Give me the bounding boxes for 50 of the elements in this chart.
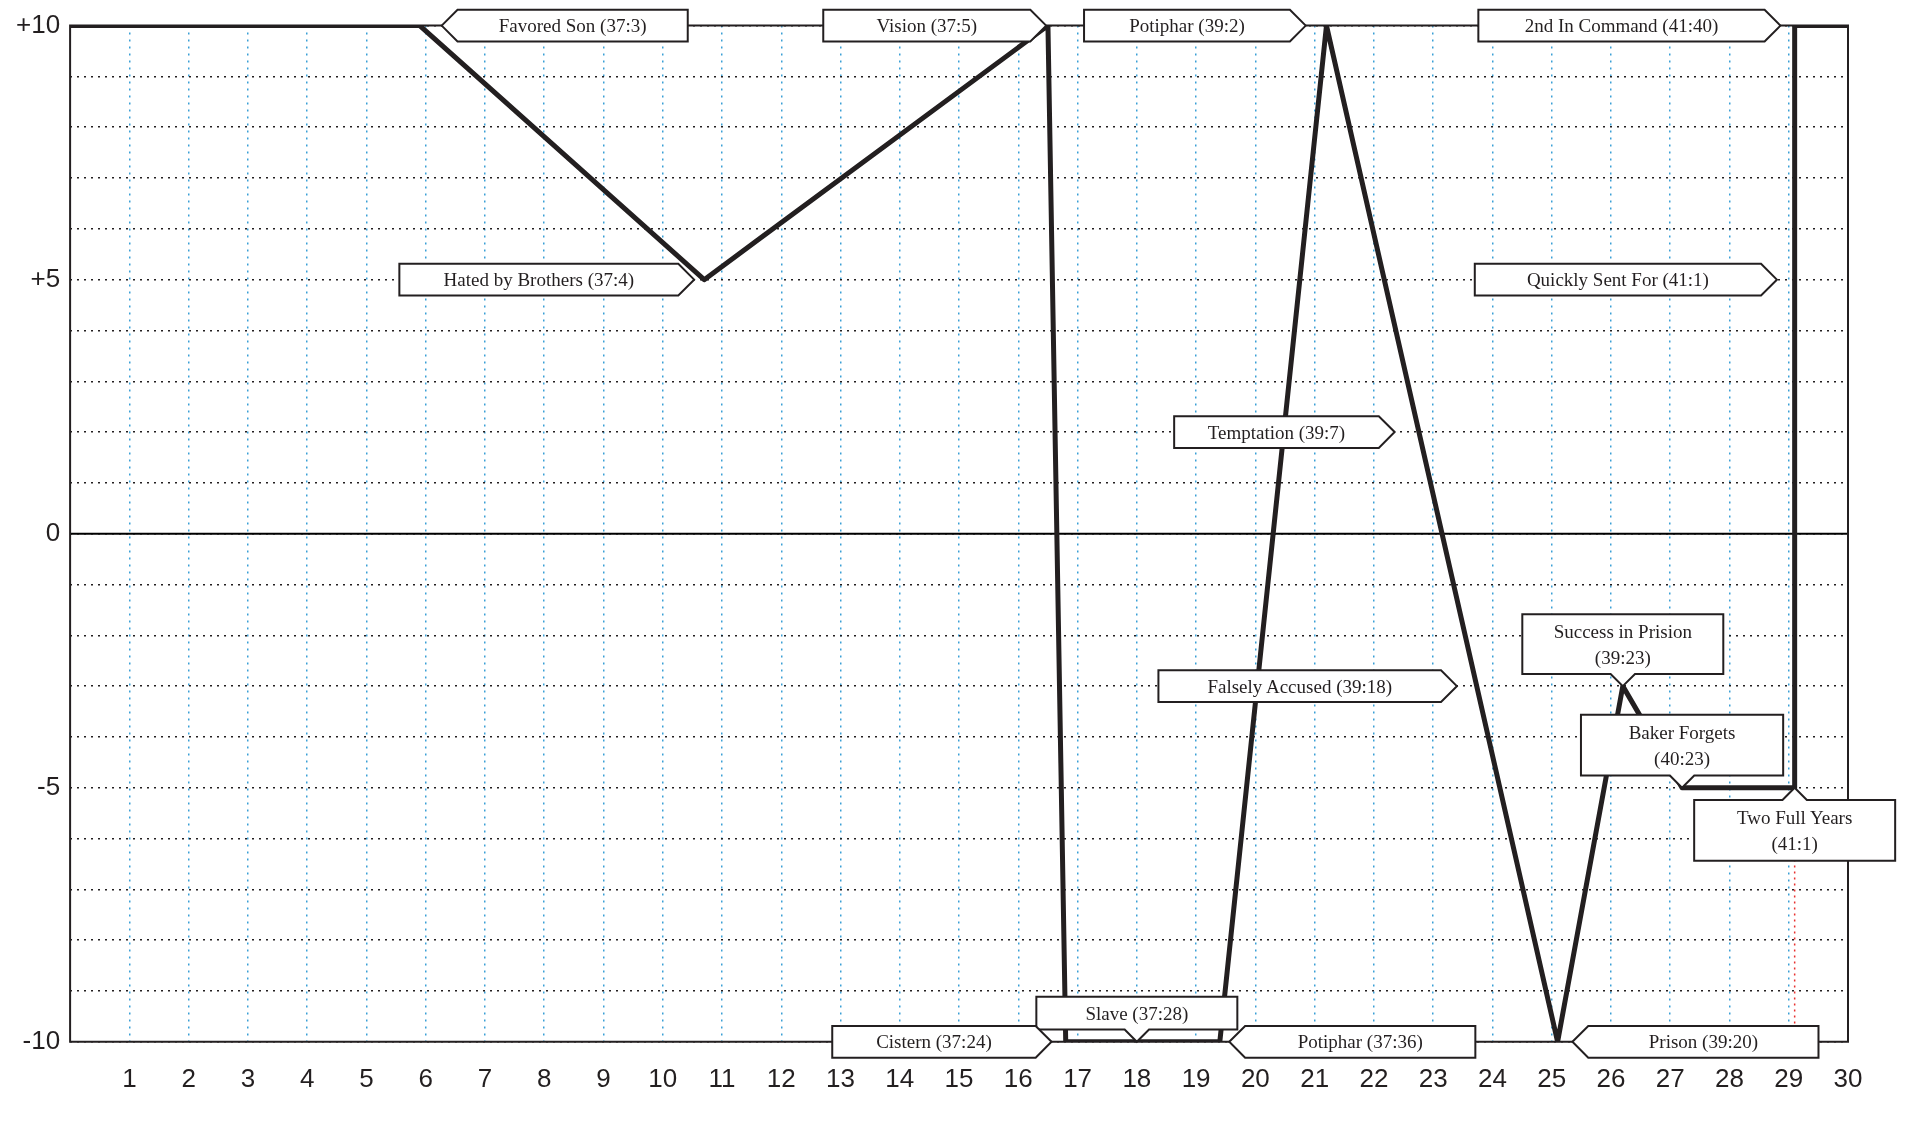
- annotation: Temptation (39:7): [1207, 421, 1346, 444]
- annotation: Cistern (37:24): [876, 1031, 992, 1054]
- x-tick-label: 29: [1774, 1062, 1804, 1093]
- x-tick-label: 14: [885, 1062, 915, 1093]
- x-tick-label: 9: [596, 1062, 611, 1093]
- x-tick-label: 21: [1300, 1062, 1330, 1093]
- annotation: 2nd In Command (41:40): [1524, 15, 1719, 38]
- y-tick-label: -10: [22, 1024, 61, 1055]
- x-tick-label: 20: [1240, 1062, 1270, 1093]
- annotation: Potiphar (39:2): [1129, 15, 1245, 38]
- x-tick-label: 24: [1477, 1062, 1507, 1093]
- annotation: Favored Son (37:3): [498, 15, 647, 38]
- y-tick-label: +5: [30, 262, 61, 293]
- y-tick-label: -5: [36, 770, 61, 801]
- annotation: Success in Prision (39:23): [1553, 620, 1693, 669]
- x-tick-label: 4: [299, 1062, 315, 1093]
- x-tick-label: 25: [1537, 1062, 1567, 1093]
- x-tick-label: 27: [1655, 1062, 1685, 1093]
- x-tick-label: 28: [1715, 1062, 1744, 1093]
- x-tick-label: 18: [1122, 1062, 1152, 1093]
- x-tick-label: 6: [418, 1062, 433, 1093]
- x-tick-label: 17: [1063, 1062, 1093, 1093]
- x-tick-label: 12: [766, 1062, 796, 1093]
- annotation: Prison (39:20): [1648, 1031, 1758, 1054]
- x-tick-label: 15: [944, 1062, 974, 1093]
- x-tick-label: 10: [648, 1062, 678, 1093]
- annotation: Slave (37:28): [1085, 1002, 1189, 1025]
- x-tick-label: 13: [826, 1062, 855, 1093]
- x-tick-label: 19: [1181, 1062, 1211, 1093]
- annotation: Two Full Years (41:1): [1737, 806, 1853, 855]
- x-tick-label: 7: [477, 1062, 493, 1093]
- x-tick-label: 3: [240, 1062, 256, 1093]
- annotation: Baker Forgets (40:23): [1628, 721, 1736, 770]
- x-tick-label: 2: [181, 1062, 196, 1093]
- y-tick-label: +10: [15, 8, 61, 39]
- annotation: Quickly Sent For (41:1): [1526, 269, 1709, 292]
- annotation: Potiphar (37:36): [1297, 1031, 1423, 1054]
- x-tick-label: 5: [359, 1062, 374, 1093]
- annotation: Hated by Brothers (37:4): [443, 269, 635, 292]
- x-tick-label: 23: [1418, 1062, 1448, 1093]
- x-tick-label: 16: [1003, 1062, 1033, 1093]
- x-tick-label: 8: [536, 1062, 552, 1093]
- x-tick-label: 22: [1359, 1062, 1389, 1093]
- x-tick-label: 26: [1596, 1062, 1626, 1093]
- x-tick-label: 30: [1833, 1062, 1863, 1093]
- annotation: Falsely Accused (39:18): [1207, 675, 1393, 698]
- y-tick-label: 0: [45, 516, 61, 547]
- x-tick-label: 11: [708, 1062, 736, 1093]
- x-tick-label: 1: [122, 1062, 137, 1093]
- annotation: Vision (37:5): [876, 15, 978, 38]
